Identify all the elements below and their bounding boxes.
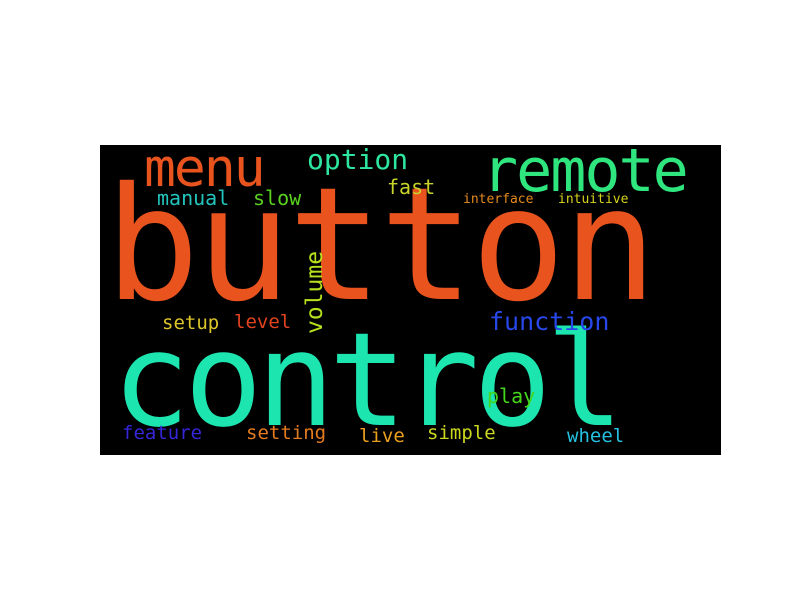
- word-cloud: button control menu remote option fast m…: [100, 145, 721, 455]
- word-slow: slow: [253, 186, 302, 210]
- word-fast: fast: [387, 175, 436, 199]
- word-button: button: [105, 154, 657, 337]
- word-level: level: [234, 311, 292, 333]
- word-function: function: [489, 307, 610, 336]
- word-option: option: [307, 145, 409, 176]
- word-intuitive: intuitive: [558, 192, 629, 207]
- word-wheel: wheel: [567, 425, 625, 447]
- word-play: play: [487, 384, 536, 408]
- word-control: control: [112, 304, 624, 455]
- word-manual: manual: [157, 186, 230, 210]
- word-feature: feature: [122, 422, 203, 444]
- word-volume: volume: [302, 250, 328, 334]
- word-interface: interface: [463, 192, 534, 207]
- word-setup: setup: [162, 312, 220, 334]
- word-live: live: [359, 425, 405, 447]
- word-simple: simple: [427, 422, 496, 444]
- word-setting: setting: [246, 422, 327, 444]
- word-remote: remote: [482, 145, 689, 206]
- word-menu: menu: [144, 145, 266, 199]
